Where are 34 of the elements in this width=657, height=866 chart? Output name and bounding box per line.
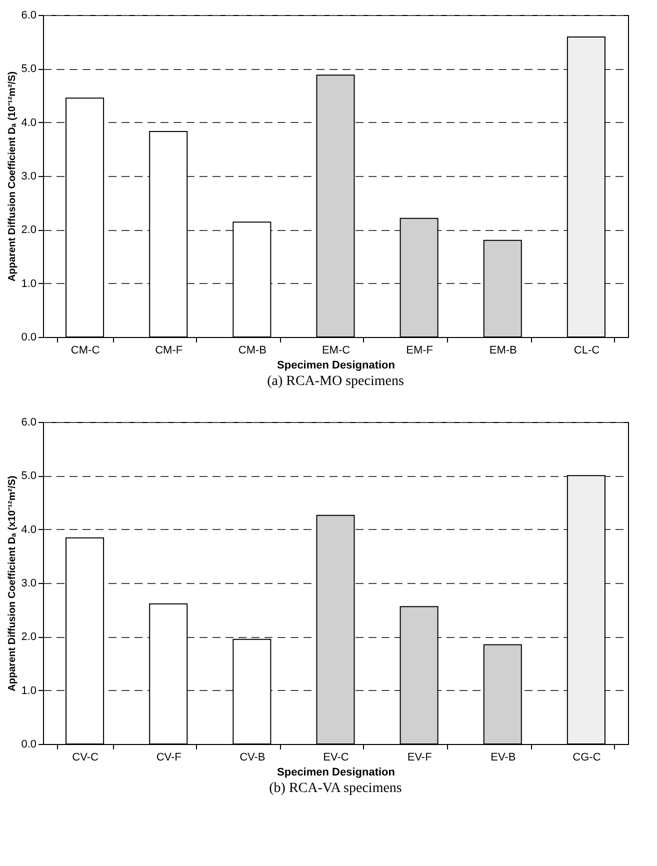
y-tick-label: 0.0: [21, 738, 36, 750]
x-tick-label: EM-C: [322, 344, 350, 356]
y-axis-title: Apparent Diffusion Coefficient Dₐ (10⁻¹²m²/S): [7, 71, 18, 282]
x-axis-title: Specimen Designation: [277, 766, 396, 778]
y-tick-label: 2.0: [21, 631, 36, 644]
x-tick-label: CM-F: [155, 344, 183, 356]
x-tick-label: EM-F: [406, 344, 434, 356]
y-tick-label: 4.0: [21, 116, 36, 129]
x-tick-label: CV-F: [156, 752, 182, 764]
x-tick-label: CL-C: [574, 344, 600, 356]
x-tick-label: CM-C: [70, 344, 100, 356]
x-tick-label: EV-C: [323, 752, 349, 764]
y-tick-label: 2.0: [21, 224, 36, 236]
x-tick-label: CV-C: [72, 752, 98, 764]
y-tick-label: 3.0: [21, 170, 36, 182]
x-axis-title: Specimen Designation: [277, 360, 396, 372]
y-tick-label: 6.0: [21, 416, 36, 428]
y-axis-title: Apparent Diffusion Coefficient Dₐ (x10⁻¹²m²/S): [7, 476, 18, 692]
y-tick-label: 3.0: [21, 578, 36, 590]
y-tick-label: 0.0: [21, 332, 36, 344]
text: (b) RCA-VA specimens: [269, 781, 402, 796]
text: (a) RCA-MO specimens: [267, 374, 404, 389]
x-tick-label: CV-B: [240, 752, 266, 764]
y-tick-label: 6.0: [21, 10, 36, 22]
x-tick-label: EV-F: [407, 752, 432, 764]
y-tick-label: 1.0: [21, 278, 36, 290]
y-tick-label: 4.0: [21, 524, 36, 536]
x-tick-label: CM-B: [238, 344, 266, 356]
x-tick-label: EV-B: [490, 752, 516, 764]
y-tick-label: 5.0: [21, 470, 36, 482]
y-tick-label: 5.0: [21, 63, 36, 76]
x-tick-label: CG-C: [572, 752, 601, 764]
y-tick-label: 1.0: [21, 684, 36, 697]
x-tick-label: EM-B: [489, 344, 517, 356]
